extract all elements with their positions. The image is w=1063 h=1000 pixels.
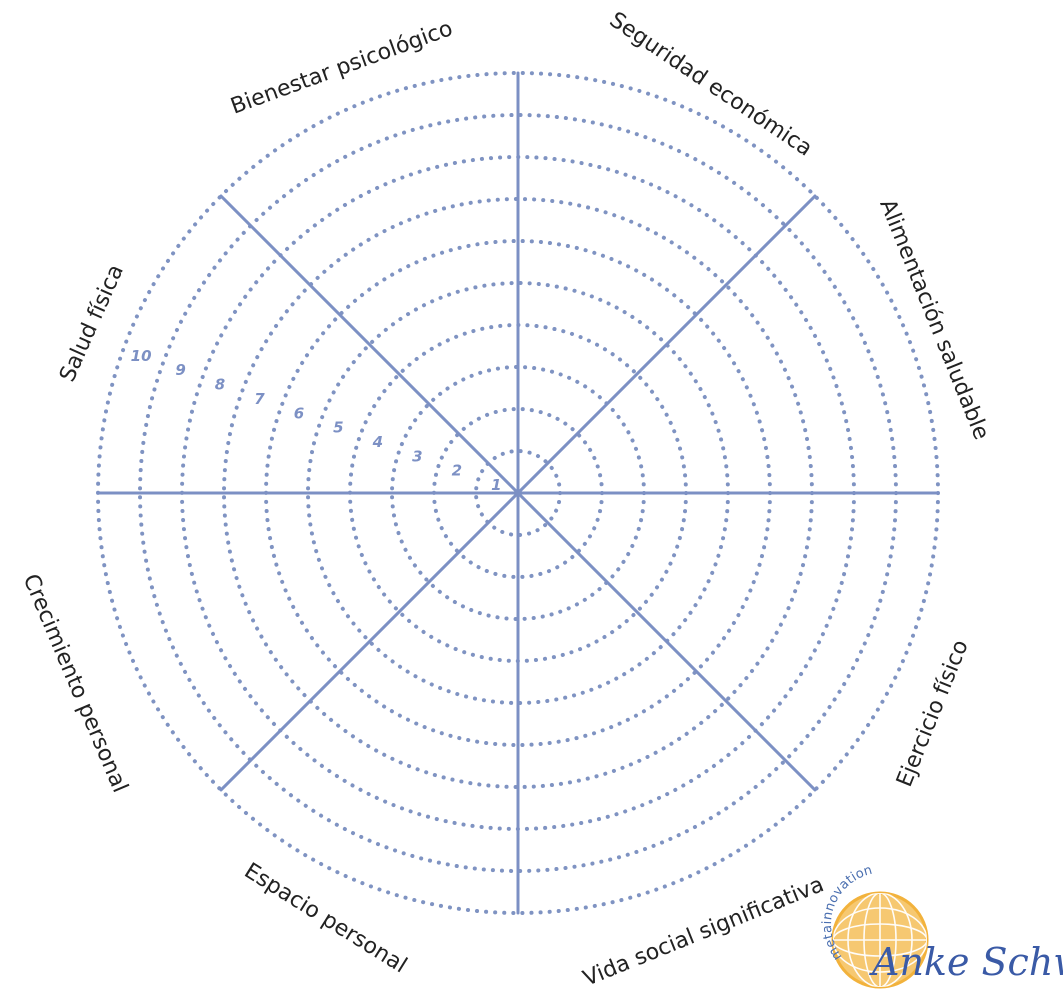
scale-number-10: 10 bbox=[131, 347, 152, 365]
area-label-bienestar-psicologico: Bienestar psicológico bbox=[227, 16, 456, 120]
area-label-espacio-personal: Espacio personal bbox=[240, 858, 411, 978]
scale-number-5: 5 bbox=[333, 419, 343, 437]
scale-number-7: 7 bbox=[254, 390, 265, 408]
area-label-seguridad-economica: Seguridad económica bbox=[605, 8, 817, 162]
area-label-vida-social-significativa: Vida social significativa bbox=[580, 872, 828, 991]
scale-number-9: 9 bbox=[175, 361, 185, 379]
scale-numbers: 1 2 3 4 5 6 7 8 9 10 bbox=[131, 347, 502, 494]
scale-number-3: 3 bbox=[412, 447, 422, 465]
scale-number-4: 4 bbox=[372, 433, 383, 451]
logo-signature: Anke Schwind bbox=[869, 940, 1063, 984]
scale-number-6: 6 bbox=[294, 404, 304, 422]
scale-number-1: 1 bbox=[491, 476, 501, 494]
globe-icon bbox=[831, 891, 929, 989]
area-label-ejercicio-fisico: Ejercicio físico bbox=[892, 637, 974, 791]
scale-number-2: 2 bbox=[452, 462, 462, 480]
wheel-spokes bbox=[96, 71, 940, 915]
area-labels: Seguridad económica Alimentación saludab… bbox=[18, 8, 994, 992]
metainnovation-logo: metainnovation Anke Schwind bbox=[820, 863, 1063, 989]
area-label-alimentacion-saludable: Alimentación saludable bbox=[874, 196, 993, 444]
area-label-crecimiento-personal: Crecimiento personal bbox=[18, 571, 133, 797]
wheel-spoke bbox=[219, 194, 817, 792]
scale-number-8: 8 bbox=[215, 376, 225, 394]
